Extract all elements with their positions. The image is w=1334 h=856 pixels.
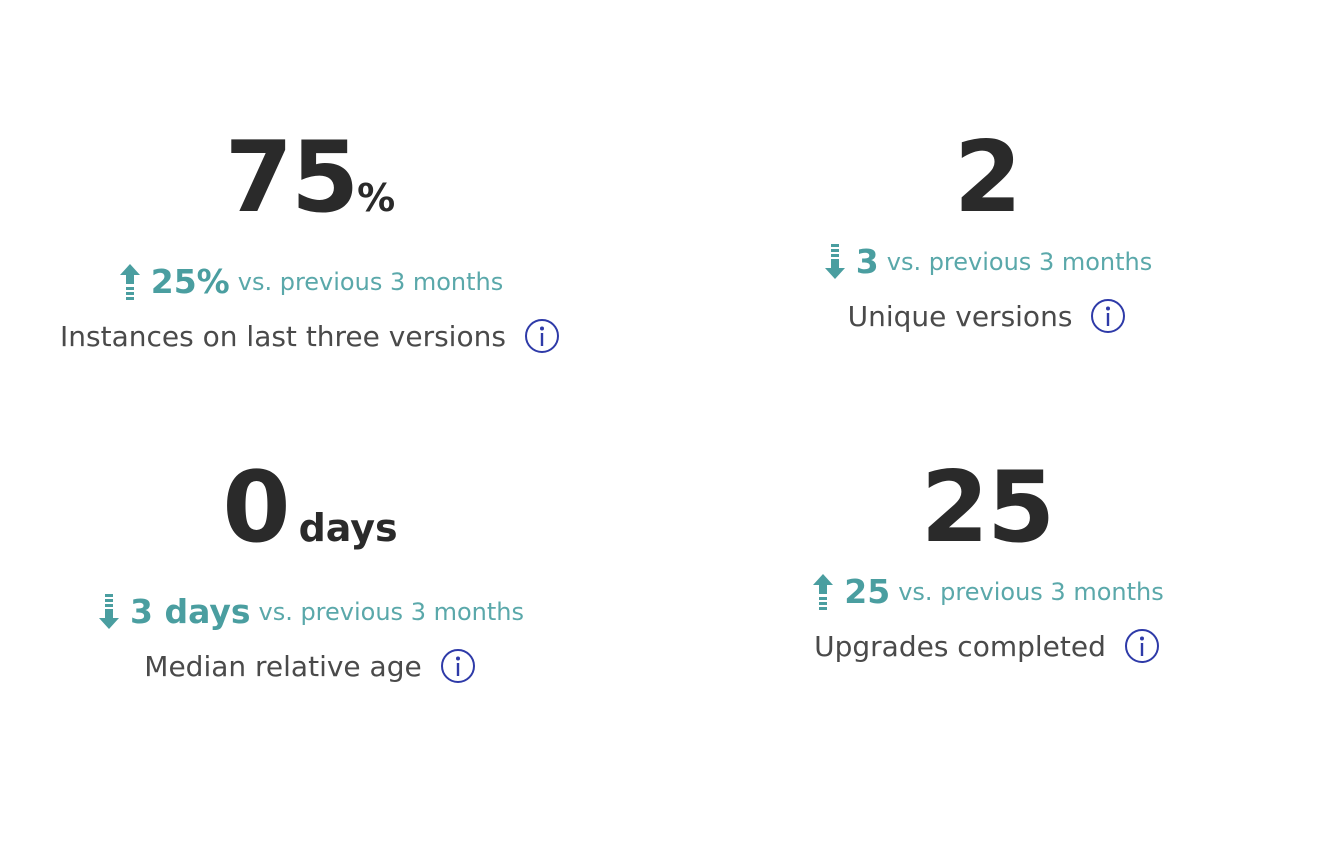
metric-label: Median relative age	[0, 648, 630, 684]
delta-comparison: vs. previous 3 months	[258, 598, 524, 626]
metric-label-text: Upgrades completed	[814, 629, 1106, 663]
delta-comparison: vs. previous 3 months	[898, 578, 1164, 606]
delta-comparison: vs. previous 3 months	[886, 248, 1153, 276]
value-unit: %	[357, 176, 396, 220]
arrow-down-icon	[824, 244, 845, 279]
value-number: 75	[224, 121, 359, 235]
info-icon[interactable]	[1124, 628, 1160, 664]
delta-value: 25	[844, 572, 891, 611]
value-number: 0	[222, 451, 290, 565]
metric-label: Instances on last three versions	[0, 318, 630, 354]
value-unit: days	[298, 506, 398, 550]
metric-value: 2	[667, 118, 1307, 238]
metric-delta: 3 vs. previous 3 months	[667, 242, 1307, 282]
metric-value: 75%	[0, 118, 630, 258]
value-number: 25	[920, 451, 1055, 565]
metric-card-unique-versions: 2 3 vs. previous 3 months Unique version…	[667, 118, 1307, 334]
delta-value: 3	[855, 242, 879, 281]
metric-label-text: Unique versions	[847, 299, 1073, 333]
metric-label: Upgrades completed	[667, 628, 1307, 664]
metric-delta: 25 vs. previous 3 months	[667, 572, 1307, 612]
delta-value: 25%	[150, 262, 230, 301]
metric-delta: 3 days vs. previous 3 months	[0, 592, 630, 632]
info-icon[interactable]	[1090, 298, 1126, 334]
delta-comparison: vs. previous 3 months	[237, 268, 504, 296]
metric-card-instances-on-last-three-versions: 75% 25% vs. previous 3 months Instances …	[0, 118, 630, 354]
metric-card-upgrades-completed: 25 25 vs. previous 3 months Upgrades com…	[667, 448, 1307, 664]
metric-label: Unique versions	[667, 298, 1307, 334]
metric-delta: 25% vs. previous 3 months	[0, 262, 630, 302]
metric-card-median-relative-age: 0 days 3 days vs. previous 3 months Media…	[0, 448, 630, 684]
arrow-up-icon	[119, 264, 140, 300]
value-number: 2	[953, 121, 1022, 235]
delta-value: 3 days	[130, 592, 251, 631]
info-icon[interactable]	[440, 648, 476, 684]
arrow-down-icon	[99, 594, 119, 629]
metric-label-text: Instances on last three versions	[60, 319, 506, 353]
arrow-up-icon	[813, 574, 834, 610]
metric-label-text: Median relative age	[144, 649, 422, 683]
metric-value: 0 days	[0, 448, 630, 588]
info-icon[interactable]	[524, 318, 560, 354]
metric-value: 25	[667, 448, 1307, 568]
